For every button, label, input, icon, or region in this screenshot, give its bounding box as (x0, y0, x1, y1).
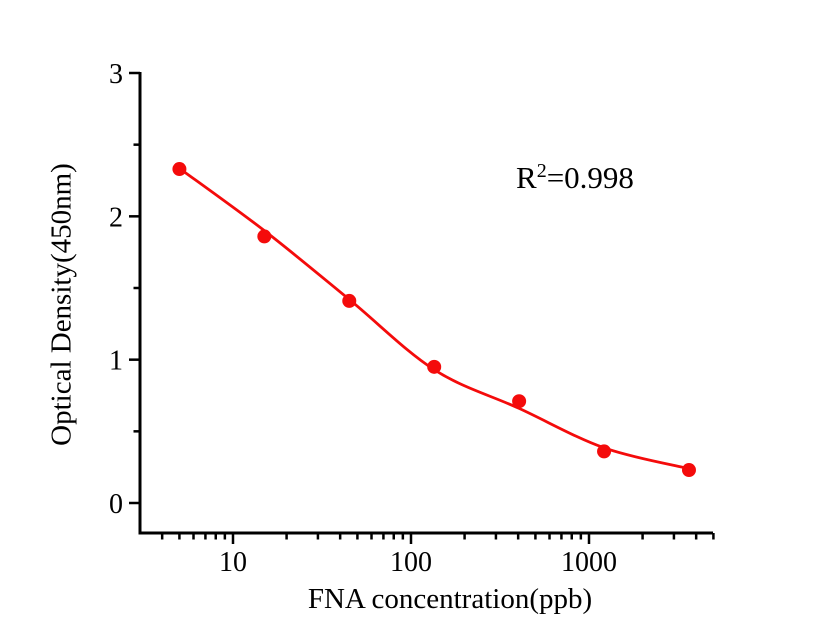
axis-spines (138, 72, 713, 535)
ticks-layer (129, 71, 715, 544)
axes-layer (138, 72, 713, 535)
x-tick-label: 10 (219, 547, 247, 578)
tick-labels-layer: 10 100 1000 0 1 2 3 (109, 59, 617, 578)
data-point-marker (681, 463, 696, 478)
r-squared-base: R (516, 160, 537, 195)
data-point-marker (342, 293, 357, 308)
fit-curve-layer (178, 166, 691, 470)
r-squared-value: =0.998 (546, 160, 634, 195)
r-squared-superscript: 2 (536, 160, 547, 182)
fit-curve (178, 166, 691, 470)
data-point-marker (427, 359, 442, 374)
y-tick-label: 0 (109, 489, 123, 520)
x-tick-label: 1000 (561, 547, 617, 578)
data-point-marker (172, 162, 187, 177)
y-tick-label: 2 (109, 202, 123, 233)
data-point-marker (597, 444, 612, 459)
x-axis-title: FNA concentration(ppb) (307, 583, 593, 615)
y-axis-title: Optical Density(450nm) (45, 163, 78, 446)
data-point-marker (257, 229, 272, 244)
data-points-layer (172, 162, 696, 478)
r-squared-annotation: R2=0.998 (516, 160, 634, 196)
data-point-marker (512, 394, 527, 409)
y-tick-label: 1 (109, 346, 123, 377)
y-tick-label: 3 (109, 59, 123, 90)
x-tick-label: 100 (390, 547, 432, 578)
